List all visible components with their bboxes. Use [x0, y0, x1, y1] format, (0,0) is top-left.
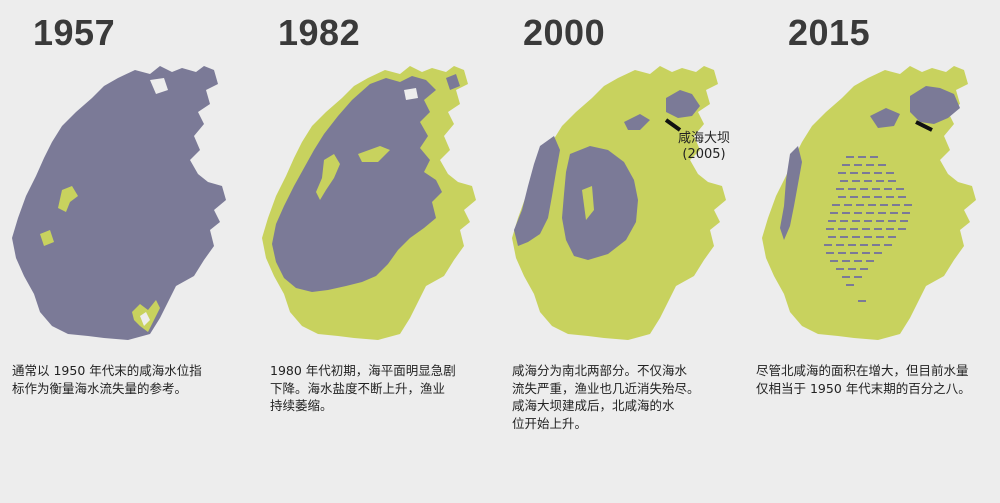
dam-year: (2005)	[682, 147, 726, 162]
caption: 尽管北咸海的面积在增大，但目前水量 仅相当于 1950 年代末期的百分之八。	[756, 363, 971, 396]
panel-1957: 1957 通常以 1950 年代末的咸海水位指 标作为衡量海水流失量的参考。	[0, 0, 250, 503]
dam-name: 咸海大坝	[678, 131, 731, 146]
dam-marker	[915, 120, 933, 132]
caption: 通常以 1950 年代末的咸海水位指 标作为衡量海水流失量的参考。	[12, 363, 202, 396]
remnant-water-dashes	[824, 156, 912, 302]
caption: 1980 年代初期，海平面明显急剧 下降。海水盐度不断上升，渔业 持续萎缩。	[270, 363, 456, 413]
aral-sea-map-2000	[512, 66, 726, 340]
aral-sea-map-1957	[12, 66, 226, 340]
dam-label: 咸海大坝 (2005)	[678, 131, 730, 163]
year-label: 2000	[523, 12, 606, 53]
year-label: 2015	[788, 12, 871, 53]
panel-2015: 2015 尽管北咸海的面积在增大，但目前水量	[750, 0, 1000, 503]
panel-1982: 1982 1980 年代初期，海平面明显急剧 下降。海水盐度不断上升，渔业 持续…	[250, 0, 500, 503]
aral-sea-map-1982	[262, 66, 476, 340]
year-label: 1982	[278, 12, 361, 53]
year-label: 1957	[33, 12, 116, 53]
dam-marker	[664, 118, 682, 132]
caption: 咸海分为南北两部分。不仅海水 流失严重，渔业也几近消失殆尽。 咸海大坝建成后，北…	[512, 363, 700, 431]
aral-sea-map-2015	[762, 66, 976, 340]
panel-2000: 2000 咸海大坝 (2005) 咸海分为南北两部分。不仅海水 流失严重，渔业也…	[500, 0, 750, 503]
